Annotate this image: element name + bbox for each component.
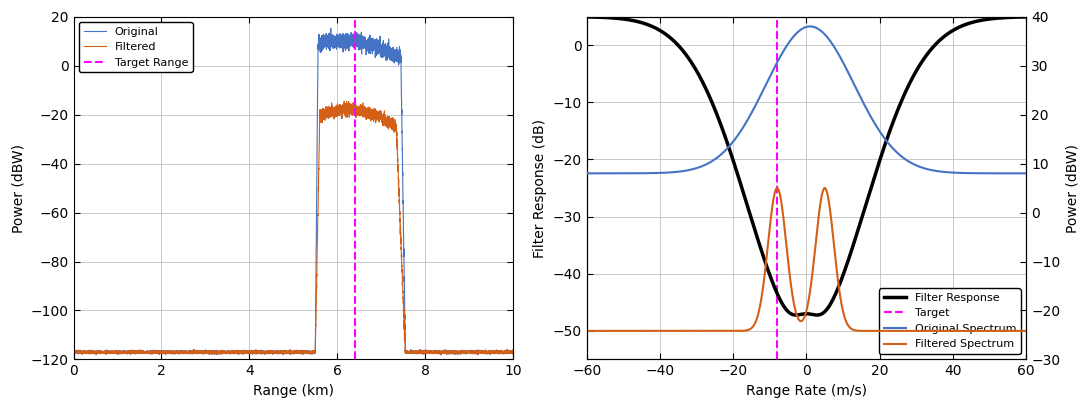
Filtered Spectrum	[963, 328, 976, 333]
Filtered Spectrum	[748, 320, 762, 325]
Filtered	[346, 106, 359, 111]
Original Spectrum	[803, 24, 816, 29]
Filtered Spectrum	[657, 328, 670, 333]
Original	[506, 349, 519, 354]
Filtered	[67, 349, 80, 354]
Filter Response	[631, 19, 644, 24]
Original	[417, 349, 430, 354]
Y-axis label: Power (dBW): Power (dBW)	[1066, 144, 1080, 233]
Original Spectrum	[1020, 171, 1033, 176]
Filter Response	[1020, 14, 1033, 19]
Filtered	[506, 349, 519, 354]
Target	[770, 37, 783, 42]
Filtered	[434, 352, 447, 357]
Line: Filter Response: Filter Response	[587, 17, 1027, 315]
Target Range	[348, 61, 361, 65]
Line: Original Spectrum: Original Spectrum	[587, 27, 1027, 173]
Legend: Original, Filtered, Target Range: Original, Filtered, Target Range	[79, 22, 193, 72]
Original	[89, 350, 103, 355]
Y-axis label: Filter Response (dB): Filter Response (dB)	[533, 119, 547, 258]
Filtered	[337, 99, 350, 104]
Filter Response	[748, 229, 762, 234]
Original Spectrum	[768, 65, 781, 70]
Filtered	[417, 349, 430, 354]
Original Spectrum	[657, 171, 670, 175]
Original	[327, 40, 340, 45]
Line: Original: Original	[73, 28, 513, 355]
Filtered	[327, 106, 340, 110]
Original Spectrum	[631, 171, 644, 176]
Original	[324, 26, 337, 31]
X-axis label: Range Rate (m/s): Range Rate (m/s)	[746, 384, 867, 398]
Original	[346, 39, 359, 44]
Original	[67, 348, 80, 353]
Original Spectrum	[748, 103, 762, 108]
Line: Filtered Spectrum: Filtered Spectrum	[587, 188, 1027, 331]
Filtered	[393, 204, 406, 209]
Original Spectrum	[580, 171, 594, 176]
Filtered Spectrum	[770, 186, 783, 191]
Original Spectrum	[963, 171, 976, 175]
Original	[393, 44, 406, 49]
Filtered	[226, 350, 239, 355]
Filtered Spectrum	[631, 328, 644, 333]
Legend: Filter Response, Target, Original Spectrum, Filtered Spectrum: Filter Response, Target, Original Spectr…	[879, 288, 1021, 354]
Filtered Spectrum	[1020, 328, 1033, 333]
Y-axis label: Power (dBW): Power (dBW)	[11, 144, 25, 233]
Filtered Spectrum	[768, 192, 781, 197]
Original Spectrum	[1011, 171, 1024, 176]
Original	[434, 353, 447, 357]
Filter Response	[790, 312, 803, 317]
Filter Response	[768, 284, 781, 289]
Target Range	[348, 63, 361, 68]
Filtered Spectrum	[1011, 328, 1024, 333]
Filter Response	[657, 30, 670, 35]
Filter Response	[1011, 15, 1024, 20]
Filter Response	[963, 20, 976, 25]
Filtered Spectrum	[580, 328, 594, 333]
Filter Response	[580, 14, 594, 19]
Original	[226, 350, 239, 355]
Filtered	[89, 350, 103, 355]
Target	[770, 43, 783, 47]
Line: Filtered: Filtered	[73, 101, 513, 355]
X-axis label: Range (km): Range (km)	[253, 384, 334, 398]
